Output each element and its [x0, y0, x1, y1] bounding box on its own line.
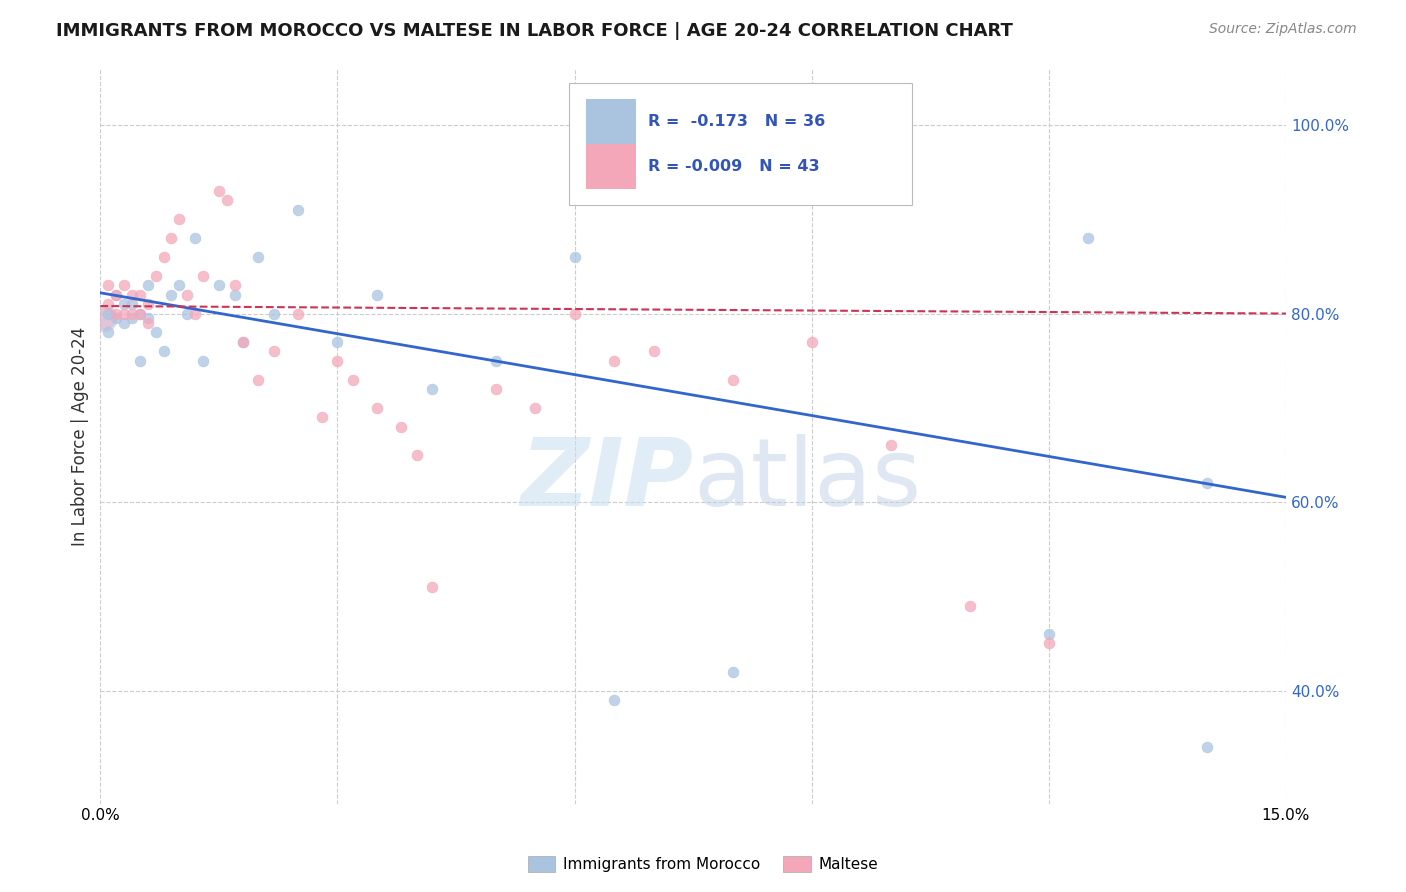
Point [232, 334, 254, 349]
Point [93, 311, 115, 326]
Point [152, 344, 174, 359]
Point [959, 599, 981, 613]
Text: Source: ZipAtlas.com: Source: ZipAtlas.com [1209, 22, 1357, 37]
Point [160, 287, 183, 301]
Point [643, 344, 665, 359]
Point [1195, 476, 1218, 491]
Point [263, 307, 285, 321]
Point [121, 297, 143, 311]
Point [121, 307, 143, 321]
Point [721, 372, 744, 386]
Point [1038, 636, 1060, 650]
Point [484, 353, 506, 368]
FancyBboxPatch shape [586, 144, 637, 189]
Point [224, 287, 246, 301]
Point [160, 231, 183, 245]
Point [326, 353, 349, 368]
Text: atlas: atlas [693, 434, 921, 526]
Point [112, 316, 135, 330]
Point [136, 311, 159, 326]
Point [247, 372, 270, 386]
Point [1077, 231, 1099, 245]
Point [176, 307, 198, 321]
Point [263, 344, 285, 359]
Point [128, 287, 150, 301]
Point [136, 316, 159, 330]
Point [208, 278, 231, 293]
Point [800, 334, 823, 349]
Point [215, 194, 238, 208]
Point [176, 287, 198, 301]
Point [97, 297, 120, 311]
Point [169, 278, 191, 293]
Point [97, 326, 120, 340]
Text: ZIP: ZIP [520, 434, 693, 526]
Point [224, 278, 246, 293]
Point [1038, 627, 1060, 641]
Point [721, 665, 744, 679]
Point [128, 353, 150, 368]
Point [564, 307, 586, 321]
Point [311, 410, 333, 425]
Point [208, 184, 231, 198]
Point [184, 307, 207, 321]
Point [326, 334, 349, 349]
Point [287, 202, 309, 217]
Point [420, 580, 443, 594]
Point [1195, 740, 1218, 755]
Point [524, 401, 547, 415]
Text: R = -0.009   N = 43: R = -0.009 N = 43 [648, 159, 820, 174]
Point [880, 438, 903, 452]
Point [105, 287, 128, 301]
Point [405, 448, 427, 462]
Point [105, 287, 128, 301]
Point [97, 307, 120, 321]
Point [287, 307, 309, 321]
Point [136, 297, 159, 311]
Point [247, 250, 270, 264]
Legend: Immigrants from Morocco, Maltese: Immigrants from Morocco, Maltese [520, 848, 886, 880]
Point [603, 693, 626, 707]
Point [484, 382, 506, 396]
Point [564, 250, 586, 264]
Point [603, 353, 626, 368]
Y-axis label: In Labor Force | Age 20-24: In Labor Force | Age 20-24 [72, 326, 89, 546]
Point [191, 353, 214, 368]
Point [136, 278, 159, 293]
Point [128, 307, 150, 321]
Point [145, 326, 167, 340]
Point [105, 307, 128, 321]
Point [121, 311, 143, 326]
Point [184, 231, 207, 245]
Point [342, 372, 364, 386]
Point [420, 382, 443, 396]
Point [191, 268, 214, 283]
FancyBboxPatch shape [568, 83, 912, 204]
Point [112, 278, 135, 293]
Point [152, 250, 174, 264]
Point [169, 212, 191, 227]
Point [366, 287, 388, 301]
Point [97, 278, 120, 293]
FancyBboxPatch shape [586, 99, 637, 145]
Point [93, 311, 115, 326]
Text: R =  -0.173   N = 36: R = -0.173 N = 36 [648, 114, 825, 129]
Text: IMMIGRANTS FROM MOROCCO VS MALTESE IN LABOR FORCE | AGE 20-24 CORRELATION CHART: IMMIGRANTS FROM MOROCCO VS MALTESE IN LA… [56, 22, 1014, 40]
Point [128, 307, 150, 321]
Point [121, 287, 143, 301]
Point [105, 311, 128, 326]
Point [389, 419, 412, 434]
Point [112, 297, 135, 311]
Point [112, 307, 135, 321]
Point [366, 401, 388, 415]
Point [145, 268, 167, 283]
Point [232, 334, 254, 349]
